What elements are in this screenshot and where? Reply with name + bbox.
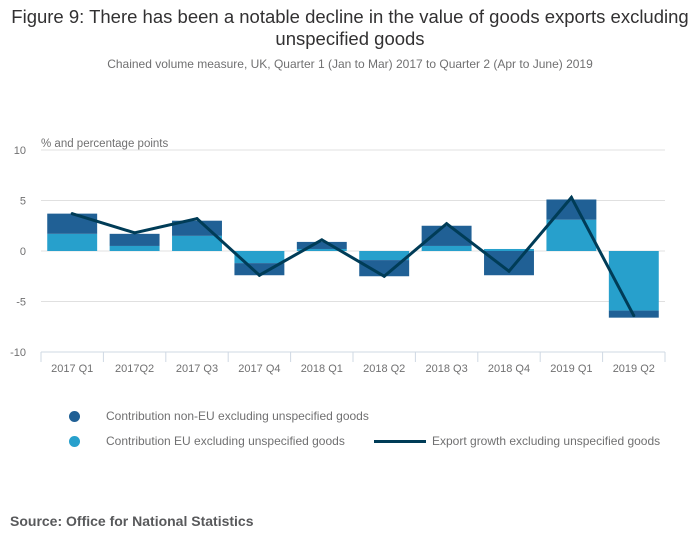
x-tick-label: 2017 Q3 <box>176 363 218 375</box>
chart-area: 10 5 0 -5 -10 % and percentage points 2017 Q… <box>10 138 666 375</box>
line-point-0[interactable] <box>70 212 74 216</box>
bar-non-eu-1[interactable] <box>109 233 160 246</box>
x-tick-label: 2018 Q1 <box>301 363 343 375</box>
bar-eu-0[interactable] <box>47 233 98 251</box>
legend-label-eu: Contribution EU excluding unspecified go… <box>106 434 345 448</box>
line-point-7[interactable] <box>507 269 511 273</box>
x-tick-label: 2017 Q4 <box>238 363 280 375</box>
bar-eu-6[interactable] <box>421 245 472 251</box>
bar-eu-3[interactable] <box>234 251 285 264</box>
bar-non-eu-4[interactable] <box>296 241 347 249</box>
y-tick-label: 10 <box>14 145 26 157</box>
legend-item-non-eu[interactable]: Contribution non-EU excluding unspecifie… <box>69 409 369 423</box>
x-tick-label: 2019 Q2 <box>613 363 655 375</box>
legend-dot-eu-icon <box>69 435 80 447</box>
source-note: Source: Office for National Statistics <box>10 513 254 529</box>
legend-label-non-eu: Contribution non-EU excluding unspecifie… <box>106 409 369 423</box>
line-point-3[interactable] <box>257 273 261 277</box>
bar-non-eu-3[interactable] <box>234 263 285 276</box>
legend-dot-non-eu-icon <box>69 410 80 422</box>
bar-non-eu-8[interactable] <box>546 199 597 220</box>
x-tick-label: 2017Q2 <box>115 363 154 375</box>
x-tick-label: 2019 Q1 <box>550 363 592 375</box>
bar-eu-4[interactable] <box>296 248 347 251</box>
chart-title: Figure 9: There has been a notable decli… <box>11 6 689 49</box>
export-growth-line <box>70 194 636 318</box>
bar-non-eu-2[interactable] <box>172 220 222 236</box>
line-point-9[interactable] <box>632 314 636 318</box>
y-tick-labels: 10 5 0 -5 -10 <box>10 145 26 359</box>
y-tick-label: 0 <box>20 246 26 258</box>
x-tick-label: 2017 Q1 <box>51 363 93 375</box>
x-tick-label: 2018 Q3 <box>425 363 467 375</box>
bar-eu-8[interactable] <box>546 219 597 251</box>
line-point-2[interactable] <box>195 217 199 221</box>
y-axis-title: % and percentage points <box>41 138 168 150</box>
line-point-6[interactable] <box>445 222 449 226</box>
bar-eu-7[interactable] <box>484 248 534 251</box>
line-point-1[interactable] <box>133 231 137 235</box>
legend-item-eu[interactable]: Contribution EU excluding unspecified go… <box>69 434 345 448</box>
line-point-5[interactable] <box>382 274 386 278</box>
export-growth-polyline[interactable] <box>71 194 636 317</box>
legend-item-export-growth[interactable]: Export growth excluding unspecified good… <box>374 434 660 448</box>
bar-eu-9[interactable] <box>608 251 659 311</box>
y-tick-label: 5 <box>20 196 26 208</box>
bar-non-eu-6[interactable] <box>421 225 472 246</box>
bar-eu-1[interactable] <box>109 245 160 251</box>
line-point-4[interactable] <box>320 238 324 242</box>
bar-eu-2[interactable] <box>172 235 222 251</box>
bar-non-eu-0[interactable] <box>47 213 98 234</box>
y-tick-label: -5 <box>16 297 26 309</box>
y-tick-label: -10 <box>10 347 26 359</box>
line-point-8[interactable] <box>569 195 573 199</box>
x-axis: 2017 Q1 2017Q2 2017 Q3 2017 Q4 2018 Q1 2018 Q… <box>40 351 666 375</box>
legend-line-icon <box>374 439 426 443</box>
bar-eu-5[interactable] <box>359 251 410 261</box>
legend-label-export-growth: Export growth excluding unspecified good… <box>432 434 661 448</box>
chart-subtitle: Chained volume measure, UK, Quarter 1 (J… <box>107 57 593 71</box>
x-tick-label: 2018 Q2 <box>363 363 405 375</box>
x-tick-label: 2018 Q4 <box>488 363 530 375</box>
